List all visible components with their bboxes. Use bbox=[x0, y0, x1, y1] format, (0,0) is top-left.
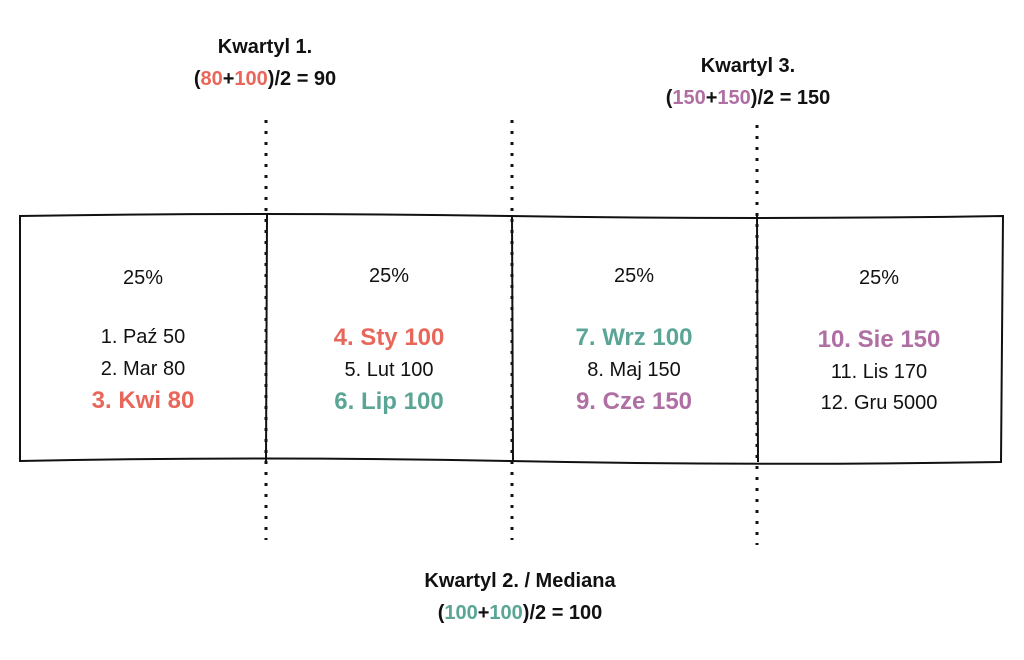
column-item: 10. Sie 150 bbox=[818, 326, 941, 353]
column-item: 11. Lis 170 bbox=[831, 361, 927, 383]
column-item: 9. Cze 150 bbox=[576, 388, 692, 415]
column-item: 12. Gru 5000 bbox=[821, 392, 938, 414]
quartile-formula: (80+100)/2 = 90 bbox=[194, 68, 336, 90]
quartile-formula: (150+150)/2 = 150 bbox=[666, 87, 831, 109]
formula-part: 100 bbox=[234, 68, 267, 90]
column-share: 25% bbox=[369, 265, 409, 287]
formula-part: )/2 = 90 bbox=[268, 68, 336, 90]
formula-part: 100 bbox=[489, 602, 522, 624]
column-item: 6. Lip 100 bbox=[334, 388, 443, 415]
quartile-title: Kwartyl 1. bbox=[218, 36, 312, 58]
formula-part: 80 bbox=[200, 68, 222, 90]
column-divider bbox=[756, 214, 759, 463]
column-item: 1. Paź 50 bbox=[101, 326, 186, 348]
formula-part: ( bbox=[438, 602, 445, 624]
formula-part: + bbox=[223, 68, 235, 90]
formula-part: + bbox=[478, 602, 490, 624]
formula-part: )/2 = 100 bbox=[523, 602, 603, 624]
formula-part: 150 bbox=[717, 87, 750, 109]
column-item: 2. Mar 80 bbox=[101, 358, 185, 380]
column-divider bbox=[265, 214, 268, 463]
column-item: 7. Wrz 100 bbox=[576, 324, 693, 351]
column-share: 25% bbox=[123, 267, 163, 289]
column-item: 3. Kwi 80 bbox=[92, 387, 195, 414]
formula-part: + bbox=[706, 87, 718, 109]
formula-part: 100 bbox=[444, 602, 477, 624]
column-share: 25% bbox=[859, 267, 899, 289]
formula-part: 150 bbox=[672, 87, 705, 109]
formula-part: )/2 = 150 bbox=[751, 87, 831, 109]
column-item: 5. Lut 100 bbox=[345, 359, 434, 381]
quartile-title: Kwartyl 3. bbox=[701, 55, 795, 77]
column-item: 8. Maj 150 bbox=[587, 359, 680, 381]
formula-part: ( bbox=[666, 87, 673, 109]
column-item: 4. Sty 100 bbox=[334, 324, 445, 351]
quartile-formula: (100+100)/2 = 100 bbox=[438, 602, 603, 624]
box-outline bbox=[19, 213, 1005, 465]
formula-part: ( bbox=[194, 68, 201, 90]
column-share: 25% bbox=[614, 265, 654, 287]
column-divider bbox=[511, 214, 514, 463]
quartile-title: Kwartyl 2. / Mediana bbox=[424, 570, 616, 592]
